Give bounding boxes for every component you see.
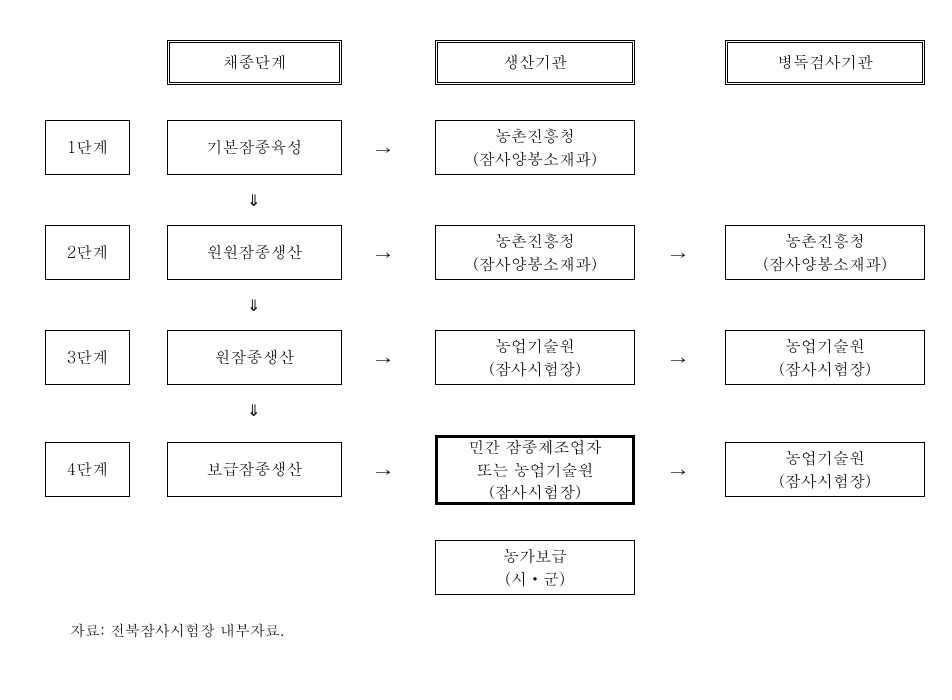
- step-4-box: 4단계: [45, 442, 130, 497]
- inspect-3-l2: (잠사시험장): [779, 358, 871, 380]
- step-3-box: 3단계: [45, 330, 130, 385]
- org-4-box: 민간 잠종제조업자 또는 농업기술원 (잠사시험장): [435, 435, 635, 505]
- inspect-2-l2: (잠사양봉소재과): [763, 253, 887, 275]
- arrow-r2-2: →: [670, 243, 686, 266]
- inspect-4-l1: 농업기술원: [785, 447, 865, 469]
- inspect-4-box: 농업기술원 (잠사시험장): [725, 442, 925, 497]
- org-4-l3: (잠사시험장): [489, 481, 581, 503]
- header-org-label: 생산기관: [503, 51, 567, 73]
- stage-3-label: 원잠종생산: [215, 346, 295, 368]
- stage-2-box: 원원잠종생산: [167, 225, 342, 280]
- org-2-l2: (잠사양봉소재과): [473, 253, 597, 275]
- header-inspect: 병독검사기관: [725, 40, 925, 85]
- arrow-r4-2: →: [670, 460, 686, 483]
- inspect-2-box: 농촌진흥청 (잠사양봉소재과): [725, 225, 925, 280]
- step-2-box: 2단계: [45, 225, 130, 280]
- inspect-2-l1: 농촌진흥청: [785, 230, 865, 252]
- arrow-r3-2: →: [670, 348, 686, 371]
- arrow-down-3: ⇓: [247, 398, 260, 421]
- header-stage-label: 채종단계: [223, 51, 287, 73]
- source-text: 자료: 전북잠사시험장 내부자료.: [70, 620, 284, 641]
- arrow-down-2: ⇓: [247, 293, 260, 316]
- stage-2-label: 원원잠종생산: [207, 241, 303, 263]
- step-1-box: 1단계: [45, 120, 130, 175]
- org-1-box: 농촌진흥청 (잠사양봉소재과): [435, 120, 635, 175]
- org-3-box: 농업기술원 (잠사시험장): [435, 330, 635, 385]
- org-2-l1: 농촌진흥청: [495, 230, 575, 252]
- org-3-l1: 농업기술원: [495, 335, 575, 357]
- org-5-box: 농가보급 (시・군): [435, 540, 635, 595]
- arrow-r3-1: →: [375, 348, 391, 371]
- step-1-label: 1단계: [67, 136, 109, 158]
- header-inspect-label: 병독검사기관: [777, 51, 873, 73]
- arrow-down-1: ⇓: [247, 188, 260, 211]
- arrow-r4-1: →: [375, 460, 391, 483]
- step-2-label: 2단계: [67, 241, 109, 263]
- inspect-3-box: 농업기술원 (잠사시험장): [725, 330, 925, 385]
- org-4-l2: 또는 농업기술원: [476, 459, 593, 481]
- step-3-label: 3단계: [67, 346, 109, 368]
- org-2-box: 농촌진흥청 (잠사양봉소재과): [435, 225, 635, 280]
- org-1-l1: 농촌진흥청: [495, 125, 575, 147]
- org-5-l2: (시・군): [505, 568, 565, 590]
- step-4-label: 4단계: [67, 458, 109, 480]
- stage-1-label: 기본잠종육성: [207, 136, 303, 158]
- org-4-l1: 민간 잠종제조업자: [468, 436, 601, 458]
- org-3-l2: (잠사시험장): [489, 358, 581, 380]
- arrow-r2-1: →: [375, 243, 391, 266]
- stage-4-box: 보급잠종생산: [167, 442, 342, 497]
- header-org: 생산기관: [435, 40, 635, 85]
- diagram-container: 채종단계 생산기관 병독검사기관 1단계 기본잠종육성 → 농촌진흥청 (잠사양…: [30, 30, 930, 670]
- org-1-l2: (잠사양봉소재과): [473, 148, 597, 170]
- org-5-l1: 농가보급: [503, 545, 567, 567]
- stage-3-box: 원잠종생산: [167, 330, 342, 385]
- inspect-3-l1: 농업기술원: [785, 335, 865, 357]
- arrow-r1-1: →: [375, 138, 391, 161]
- stage-4-label: 보급잠종생산: [207, 458, 303, 480]
- inspect-4-l2: (잠사시험장): [779, 470, 871, 492]
- header-stage: 채종단계: [167, 40, 342, 85]
- stage-1-box: 기본잠종육성: [167, 120, 342, 175]
